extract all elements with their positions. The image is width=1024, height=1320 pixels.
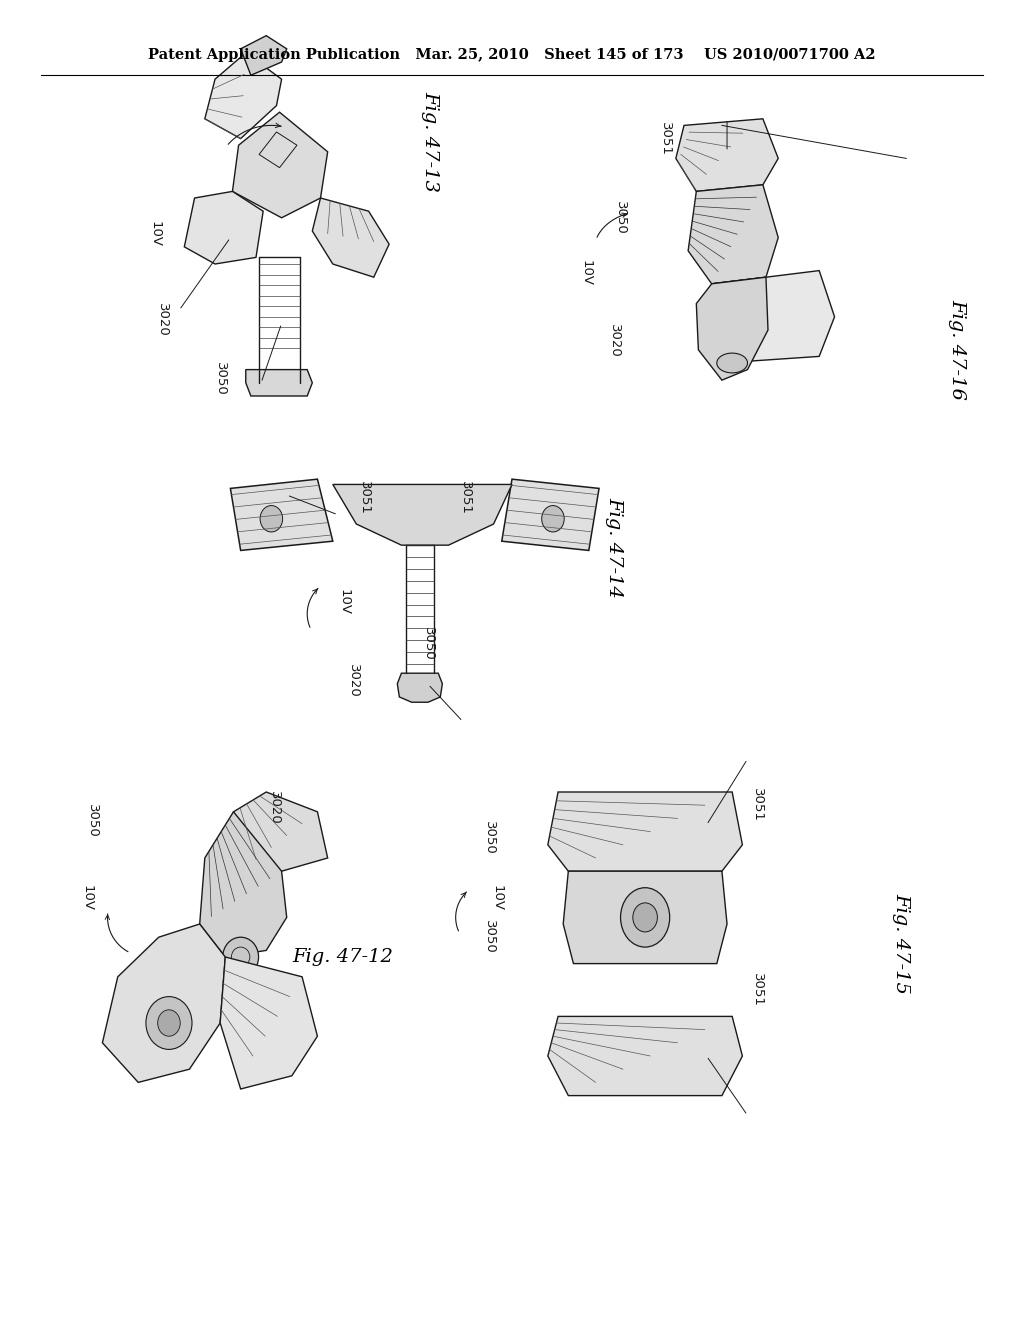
Polygon shape [696,277,768,380]
Ellipse shape [717,352,748,372]
Text: Fig. 47-16: Fig. 47-16 [948,300,967,400]
Text: 3051: 3051 [659,121,672,156]
Polygon shape [312,198,389,277]
Text: 10V: 10V [81,884,93,911]
Polygon shape [205,53,282,139]
Polygon shape [246,370,312,396]
Text: 3050: 3050 [483,920,496,954]
Ellipse shape [621,888,670,948]
Text: 3050: 3050 [614,201,627,235]
Ellipse shape [542,506,564,532]
Polygon shape [102,924,225,1082]
Polygon shape [233,792,328,871]
Polygon shape [688,185,778,284]
Text: 3051: 3051 [460,480,472,515]
Text: 3051: 3051 [752,973,764,1007]
Text: 3050: 3050 [422,627,434,661]
Text: 3050: 3050 [483,821,496,855]
Polygon shape [563,871,727,964]
Polygon shape [333,484,512,545]
Text: 3020: 3020 [608,323,621,358]
Ellipse shape [145,997,191,1049]
Text: 10V: 10V [148,220,162,247]
Text: 10V: 10V [490,884,503,911]
Text: 3020: 3020 [347,664,359,698]
Polygon shape [230,479,333,550]
Polygon shape [200,812,287,957]
Text: 3020: 3020 [156,302,169,337]
Text: Fig. 47-13: Fig. 47-13 [421,91,439,191]
Text: 3050: 3050 [214,362,227,396]
Polygon shape [232,112,328,218]
Polygon shape [712,271,835,363]
Ellipse shape [158,1010,180,1036]
Polygon shape [184,191,263,264]
Text: 3051: 3051 [752,788,764,822]
Text: 3020: 3020 [268,791,281,825]
Text: 3051: 3051 [358,480,371,515]
Polygon shape [548,792,742,871]
Polygon shape [241,36,287,75]
Text: 10V: 10V [580,260,592,286]
Text: 3050: 3050 [86,804,98,838]
Polygon shape [397,673,442,702]
Polygon shape [676,119,778,191]
Ellipse shape [633,903,657,932]
Ellipse shape [222,937,258,977]
Text: Fig. 47-12: Fig. 47-12 [293,948,393,966]
Polygon shape [220,957,317,1089]
Text: Fig. 47-14: Fig. 47-14 [605,498,624,598]
Text: 10V: 10V [338,589,350,615]
Polygon shape [548,1016,742,1096]
Text: Patent Application Publication   Mar. 25, 2010   Sheet 145 of 173    US 2010/007: Patent Application Publication Mar. 25, … [148,49,876,62]
Text: Fig. 47-15: Fig. 47-15 [892,894,910,994]
Ellipse shape [260,506,283,532]
Polygon shape [502,479,599,550]
